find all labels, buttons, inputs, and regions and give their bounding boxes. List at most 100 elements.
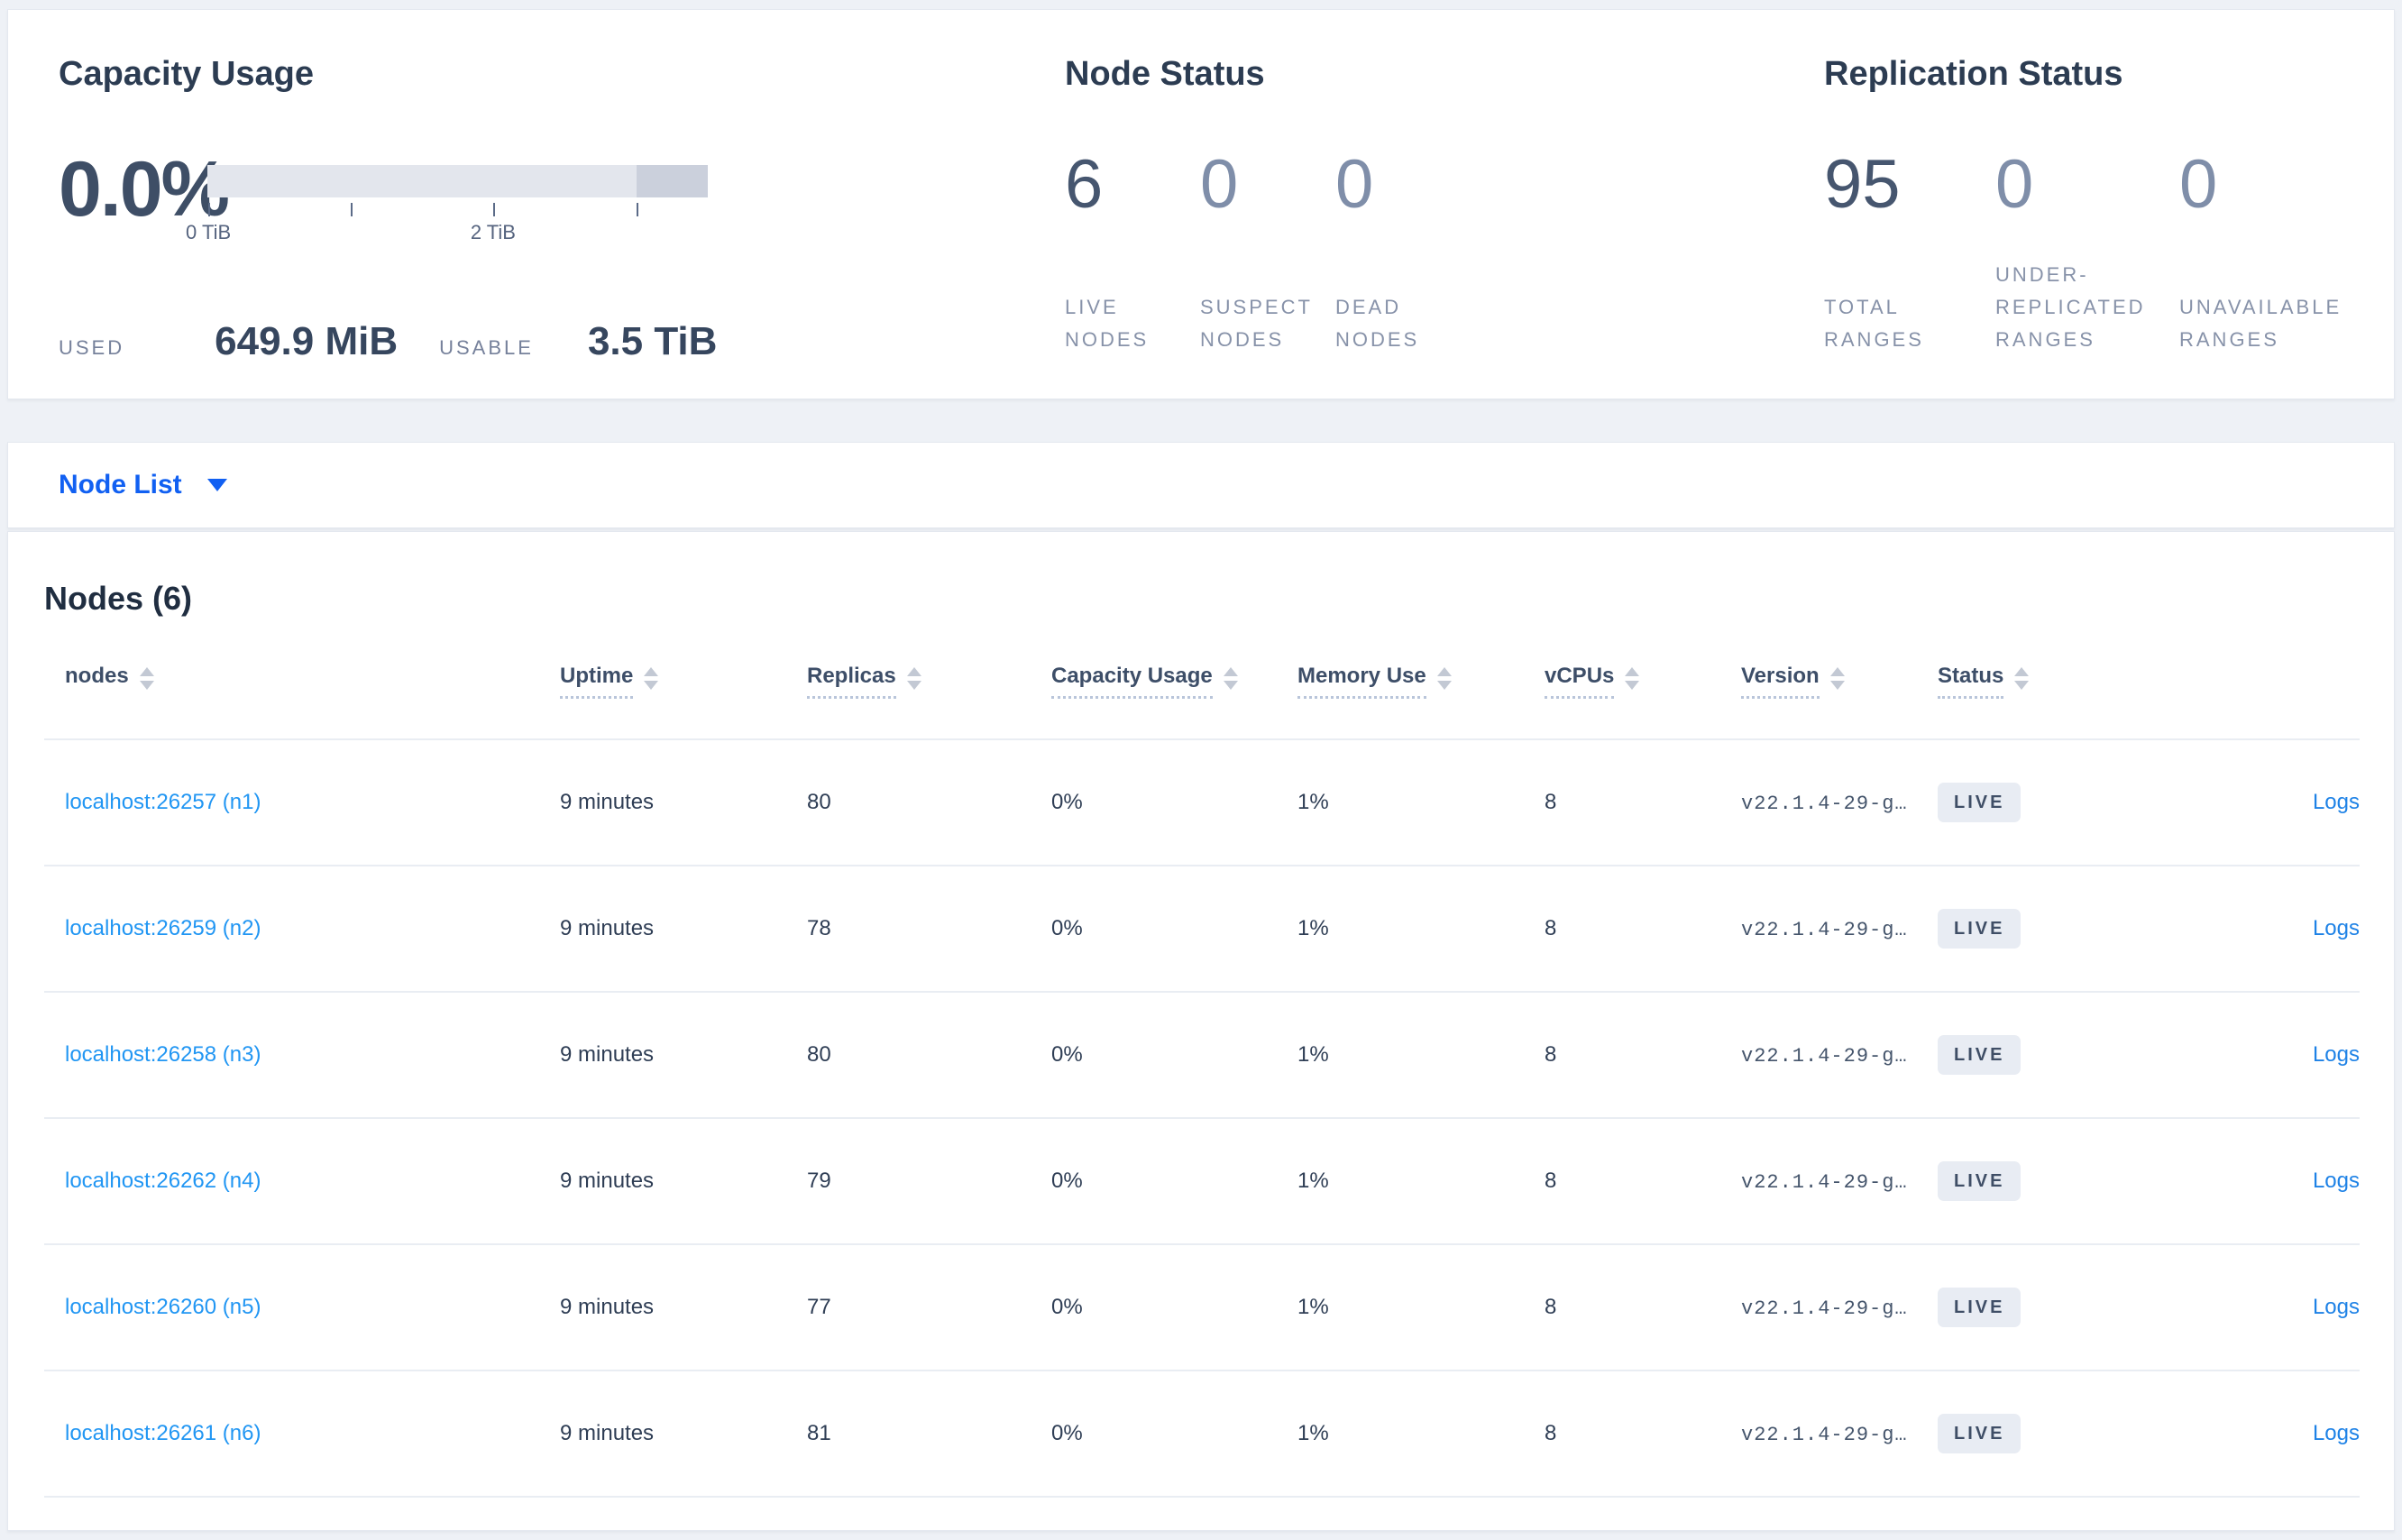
version-text: v22.1.4-29-g… [1741,1171,1908,1194]
logs-link[interactable]: Logs [2312,1169,2360,1193]
capacity-legend: USED 649.9 MiB USABLE 3.5 TiB [59,322,1065,362]
column-header-replicas[interactable]: Replicas [786,624,1031,740]
replicas-cell: 79 [786,1118,1031,1245]
logs-link[interactable]: Logs [2312,1042,2360,1067]
capacity-bar-axis: 0 TiB 2 TiB [186,197,708,255]
column-header-label: Replicas [807,664,896,699]
logs-link[interactable]: Logs [2312,1295,2360,1319]
stat-value: 95 [1824,146,1901,223]
view-selector-bar: Node List [7,442,2395,528]
status-cell: LIVE [1917,866,2081,993]
axis-tick-label: 0 TiB [186,221,232,243]
uptime-cell: 9 minutes [539,992,786,1119]
sort-icon [1436,667,1452,690]
stat-label: DEAD NODES [1335,296,1420,351]
column-header-vcpus[interactable]: vCPUs [1524,624,1720,740]
sort-icon [2014,667,2030,690]
column-header-version[interactable]: Version [1720,624,1917,740]
node-address-cell: localhost:26261 (n6) [44,1370,539,1498]
sort-icon [1223,667,1238,690]
capacity-used-percent: 0.0% [59,146,230,233]
stat-value: 6 [1065,146,1104,223]
stat-label: LIVE NODES [1065,296,1150,351]
logs-link[interactable]: Logs [2312,916,2360,940]
capacity-usage-cell: 0% [1031,992,1277,1119]
column-header-label: Version [1741,664,1820,699]
status-cell: LIVE [1917,1244,2081,1371]
stat-label: SUSPECT NODES [1200,296,1313,351]
axis-tick [350,203,353,216]
capacity-usage-cell: 0% [1031,1244,1277,1371]
column-header-status[interactable]: Status [1917,624,2081,740]
node-list-dropdown[interactable]: Node List [59,470,227,500]
node-link[interactable]: localhost:26260 (n5) [65,1295,261,1319]
node-link[interactable]: localhost:26259 (n2) [65,916,261,940]
usable-label: USABLE [439,336,534,359]
sort-icon [1625,667,1640,690]
node-status-section: Node Status 6 LIVE NODES 0 SUSPECT NODES 0 DE… [1065,53,1824,399]
capacity-bar-chart: 0 TiB 2 TiB [186,165,708,255]
memory-use-cell: 1% [1277,992,1524,1119]
column-header-label: Uptime [560,664,634,699]
replicas-cell: 81 [786,1370,1031,1498]
memory-use-cell: 1% [1277,1244,1524,1371]
replicas-cell: 77 [786,1244,1031,1371]
version-text: v22.1.4-29-g… [1741,1424,1908,1446]
node-link[interactable]: localhost:26257 (n1) [65,790,261,814]
node-link[interactable]: localhost:26261 (n6) [65,1421,261,1445]
replication-status-title: Replication Status [1824,55,2123,93]
node-address-cell: localhost:26257 (n1) [44,739,539,866]
status-badge: LIVE [1938,909,2022,949]
uptime-cell: 9 minutes [539,1244,786,1371]
column-header-memory[interactable]: Memory Use [1277,624,1524,740]
version-cell: v22.1.4-29-g… [1720,1118,1917,1245]
capacity-usage-title: Capacity Usage [59,55,315,93]
status-badge: LIVE [1938,783,2022,822]
logs-cell: Logs [2081,1244,2360,1371]
logs-cell: Logs [2081,1118,2360,1245]
node-link[interactable]: localhost:26258 (n3) [65,1042,261,1067]
node-table-row: localhost:26259 (n2) 9 minutes 78 0% 1% 8 v22.… [44,866,2360,993]
replication-status-stats: 95 TOTAL RANGES 0 UNDER- REPLICATED RANGES 0… [1824,151,2394,356]
capacity-usage-cell: 0% [1031,866,1277,993]
replicas-cell: 78 [786,866,1031,993]
vcpus-cell: 8 [1524,992,1720,1119]
status-badge: LIVE [1938,1288,2022,1327]
logs-link[interactable]: Logs [2312,790,2360,814]
logs-link[interactable]: Logs [2312,1421,2360,1445]
node-table-row: localhost:26261 (n6) 9 minutes 81 0% 1% 8 v22.… [44,1370,2360,1498]
capacity-usage-cell: 0% [1031,1118,1277,1245]
stat-value: 0 [1200,146,1239,223]
version-cell: v22.1.4-29-g… [1720,866,1917,993]
node-link[interactable]: localhost:26262 (n4) [65,1169,261,1193]
vcpus-cell: 8 [1524,866,1720,993]
capacity-bar [207,165,708,197]
logs-cell: Logs [2081,1370,2360,1498]
replication-status-section: Replication Status 95 TOTAL RANGES 0 UNDER-… [1824,53,2394,399]
axis-tick [492,203,495,216]
version-text: v22.1.4-29-g… [1741,919,1908,941]
node-list-dropdown-label: Node List [59,470,182,500]
nodes-table-card: Nodes (6) nodes Uptime Replicas Capacity Us… [7,531,2395,1531]
stat-block: 6 LIVE NODES [1065,151,1200,356]
node-status-title: Node Status [1065,55,1265,93]
axis-tick [636,203,638,216]
nodes-table: nodes Uptime Replicas Capacity Usage Memory … [44,624,2360,1498]
memory-use-cell: 1% [1277,1370,1524,1498]
used-value: 649.9 MiB [215,319,399,363]
logs-cell: Logs [2081,739,2360,866]
node-table-row: localhost:26262 (n4) 9 minutes 79 0% 1% 8 v22.… [44,1118,2360,1245]
uptime-cell: 9 minutes [539,866,786,993]
status-cell: LIVE [1917,739,2081,866]
node-table-row: localhost:26257 (n1) 9 minutes 80 0% 1% 8 v22.… [44,739,2360,866]
version-cell: v22.1.4-29-g… [1720,739,1917,866]
sort-icon [139,667,154,690]
sort-icon [644,667,659,690]
column-header-nodes[interactable]: nodes [44,624,539,740]
column-header-capacity[interactable]: Capacity Usage [1031,624,1277,740]
version-cell: v22.1.4-29-g… [1720,1244,1917,1371]
column-header-logs [2081,624,2360,740]
column-header-uptime[interactable]: Uptime [539,624,786,740]
chevron-down-icon [206,479,227,491]
logs-cell: Logs [2081,992,2360,1119]
